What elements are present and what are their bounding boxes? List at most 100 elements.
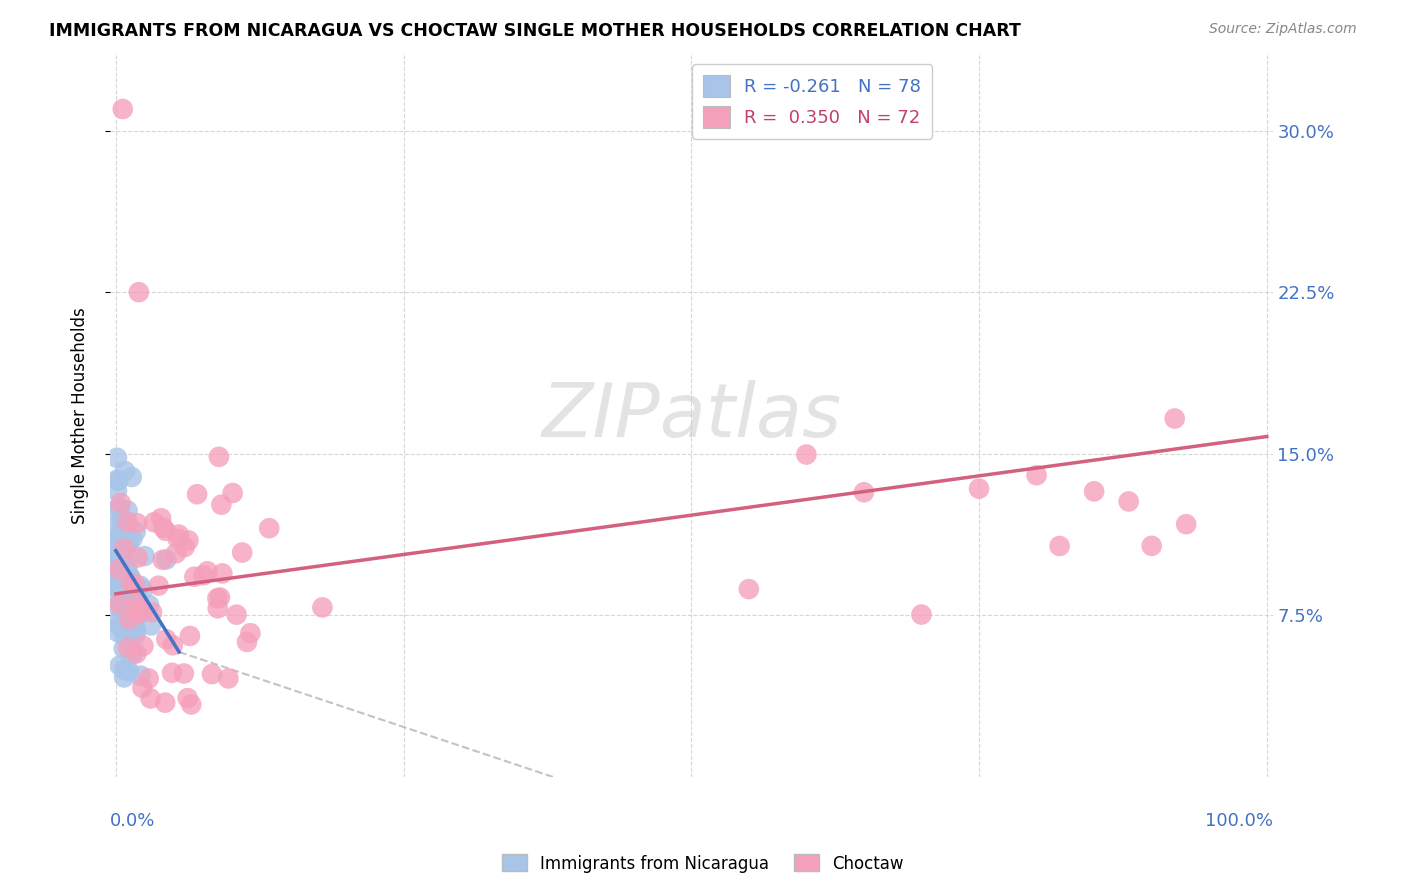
- Point: [110, 582, 132, 596]
- Point: [127, 550, 149, 565]
- Point: [111, 566, 134, 581]
- Point: [111, 541, 134, 555]
- Point: [121, 576, 143, 591]
- Point: [108, 550, 131, 565]
- Point: [105, 532, 128, 546]
- Point: [155, 552, 177, 566]
- Point: [115, 599, 138, 613]
- Point: [1083, 484, 1105, 499]
- Point: [125, 624, 148, 639]
- Point: [311, 600, 333, 615]
- Point: [112, 541, 135, 556]
- Point: [105, 483, 128, 498]
- Point: [112, 551, 135, 566]
- Point: [195, 564, 218, 578]
- Point: [114, 464, 136, 478]
- Point: [132, 605, 155, 619]
- Point: [125, 596, 148, 610]
- Point: [105, 566, 128, 581]
- Point: [128, 285, 150, 300]
- Point: [176, 691, 198, 706]
- Point: [150, 511, 173, 525]
- Point: [110, 620, 132, 634]
- Point: [148, 579, 170, 593]
- Y-axis label: Single Mother Households: Single Mother Households: [72, 308, 89, 524]
- Point: [183, 570, 205, 584]
- Point: [239, 626, 262, 640]
- Point: [143, 515, 166, 529]
- Point: [153, 696, 176, 710]
- Point: [110, 589, 132, 603]
- Point: [201, 667, 224, 681]
- Point: [107, 549, 129, 563]
- Point: [107, 599, 129, 613]
- Text: ZIPatlas: ZIPatlas: [541, 380, 841, 452]
- Point: [105, 502, 128, 516]
- Point: [121, 470, 143, 484]
- Point: [129, 579, 152, 593]
- Point: [967, 482, 990, 496]
- Point: [127, 607, 149, 622]
- Point: [105, 566, 128, 580]
- Point: [110, 496, 132, 510]
- Point: [139, 691, 162, 706]
- Legend: R = -0.261   N = 78, R =  0.350   N = 72: R = -0.261 N = 78, R = 0.350 N = 72: [692, 64, 932, 139]
- Point: [112, 641, 135, 656]
- Point: [124, 622, 146, 636]
- Point: [105, 473, 128, 487]
- Point: [115, 605, 138, 619]
- Point: [115, 585, 138, 599]
- Point: [155, 524, 177, 538]
- Point: [207, 591, 229, 606]
- Point: [118, 612, 141, 626]
- Point: [108, 555, 131, 569]
- Point: [108, 529, 131, 543]
- Text: IMMIGRANTS FROM NICARAGUA VS CHOCTAW SINGLE MOTHER HOUSEHOLDS CORRELATION CHART: IMMIGRANTS FROM NICARAGUA VS CHOCTAW SIN…: [49, 22, 1021, 40]
- Point: [110, 513, 132, 527]
- Point: [217, 672, 239, 686]
- Point: [1163, 411, 1185, 425]
- Point: [105, 450, 128, 465]
- Point: [236, 635, 259, 649]
- Point: [117, 503, 139, 517]
- Point: [107, 474, 129, 488]
- Point: [193, 568, 215, 582]
- Point: [115, 558, 138, 573]
- Point: [138, 672, 160, 686]
- Point: [211, 566, 233, 581]
- Text: 100.0%: 100.0%: [1205, 812, 1272, 830]
- Point: [114, 630, 136, 644]
- Point: [1049, 539, 1071, 553]
- Point: [120, 571, 142, 585]
- Point: [117, 563, 139, 577]
- Point: [112, 670, 135, 684]
- Point: [180, 698, 202, 712]
- Point: [108, 501, 131, 516]
- Point: [152, 521, 174, 535]
- Point: [108, 618, 131, 632]
- Point: [125, 599, 148, 613]
- Point: [207, 601, 229, 615]
- Point: [152, 553, 174, 567]
- Point: [111, 592, 134, 607]
- Point: [110, 523, 132, 537]
- Point: [225, 607, 247, 622]
- Point: [173, 666, 195, 681]
- Point: [105, 577, 128, 591]
- Point: [110, 594, 132, 608]
- Point: [124, 629, 146, 643]
- Point: [124, 576, 146, 591]
- Point: [121, 532, 143, 546]
- Point: [105, 582, 128, 596]
- Point: [114, 576, 136, 591]
- Point: [1025, 468, 1047, 483]
- Point: [160, 665, 183, 680]
- Point: [124, 524, 146, 539]
- Point: [110, 567, 132, 582]
- Point: [155, 632, 177, 647]
- Point: [107, 537, 129, 551]
- Point: [117, 573, 139, 587]
- Point: [125, 516, 148, 531]
- Point: [139, 618, 162, 632]
- Point: [107, 580, 129, 594]
